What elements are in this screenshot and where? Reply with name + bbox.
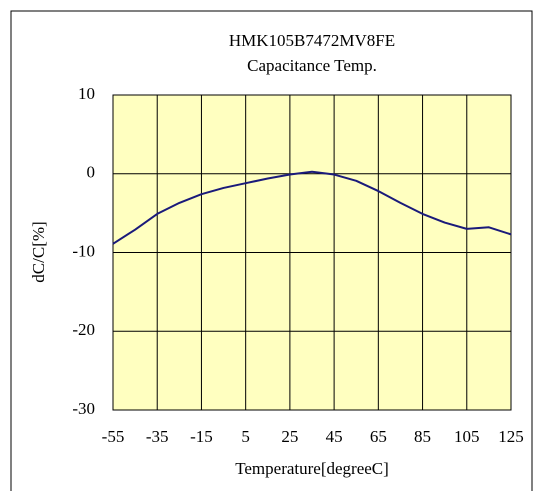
x-tick-label: -35 — [146, 427, 169, 446]
y-tick-label: -10 — [72, 241, 95, 260]
x-tick-label: -15 — [190, 427, 213, 446]
x-tick-label: 5 — [241, 427, 250, 446]
x-tick-label: 65 — [370, 427, 387, 446]
x-tick-label: 105 — [454, 427, 480, 446]
x-tick-label: -55 — [102, 427, 125, 446]
y-axis-label: dC/C[%] — [29, 221, 48, 282]
data-line — [112, 170, 512, 245]
x-axis-label: Temperature[degreeC] — [235, 459, 389, 478]
x-tick-label: 85 — [414, 427, 431, 446]
chart-title: HMK105B7472MV8FE — [229, 31, 395, 50]
y-tick-label: -30 — [72, 399, 95, 418]
y-tick-label: 0 — [87, 163, 96, 182]
y-tick-label: -20 — [72, 320, 95, 339]
y-tick-label: 10 — [78, 84, 95, 103]
x-tick-label: 25 — [281, 427, 298, 446]
x-tick-label: 125 — [498, 427, 524, 446]
chart-subtitle: Capacitance Temp. — [247, 56, 377, 75]
plot-border — [112, 94, 512, 411]
x-tick-label: 45 — [326, 427, 343, 446]
